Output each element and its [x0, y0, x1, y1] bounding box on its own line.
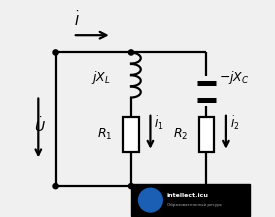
Bar [123, 117, 139, 152]
Text: $\dot{I}_2$: $\dot{I}_2$ [230, 115, 239, 132]
Text: intellect.icu: intellect.icu [167, 193, 208, 198]
Circle shape [139, 188, 162, 212]
Text: $\dot{I}$: $\dot{I}$ [74, 11, 80, 30]
Text: $\dot{U}$: $\dot{U}$ [34, 116, 46, 135]
Bar [199, 117, 214, 152]
Circle shape [53, 184, 58, 189]
Text: $\dot{I}_1$: $\dot{I}_1$ [154, 115, 164, 132]
Text: $jX_L$: $jX_L$ [91, 69, 111, 86]
Text: Образовательный ресурс: Образовательный ресурс [167, 203, 222, 207]
Circle shape [128, 50, 134, 55]
Text: $R_2$: $R_2$ [173, 127, 188, 142]
Circle shape [53, 50, 58, 55]
Bar [131, 184, 250, 216]
Circle shape [128, 184, 134, 189]
Text: $-jX_C$: $-jX_C$ [219, 69, 250, 86]
Text: $R_1$: $R_1$ [97, 127, 113, 142]
